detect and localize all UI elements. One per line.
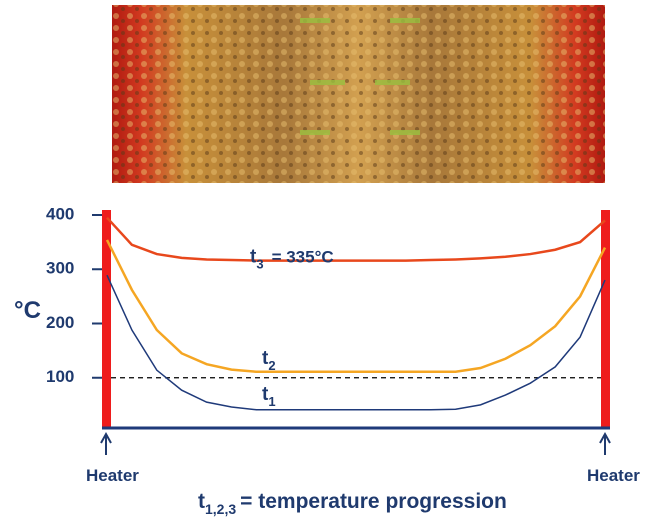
series-sub: 1 — [268, 394, 275, 409]
arrow — [600, 434, 610, 455]
series-sub: 3 — [256, 257, 263, 272]
y-label: °C — [14, 297, 41, 324]
caption: t1,2,3= temperature progression — [198, 490, 507, 517]
series-sub: 2 — [268, 358, 275, 373]
y-tick-label: 400 — [46, 204, 74, 223]
series-label: t1 — [262, 384, 276, 409]
line — [107, 218, 605, 261]
series-note: = 335°C — [272, 248, 334, 267]
arrow — [101, 434, 111, 455]
heater-label: Heater — [86, 466, 139, 485]
y-tick-label: 300 — [46, 259, 74, 278]
photo — [112, 5, 605, 183]
series-label: t3= 335°C — [250, 247, 334, 272]
line — [107, 275, 605, 410]
y-tick-label: 100 — [46, 367, 74, 386]
y-tick-label: 200 — [46, 313, 74, 332]
heater-label: Heater — [587, 466, 640, 485]
chart: °C Heater Heater t1,2,3= temperature pro… — [0, 0, 660, 522]
series-label: t2 — [262, 348, 276, 373]
heater-bar — [601, 210, 610, 428]
